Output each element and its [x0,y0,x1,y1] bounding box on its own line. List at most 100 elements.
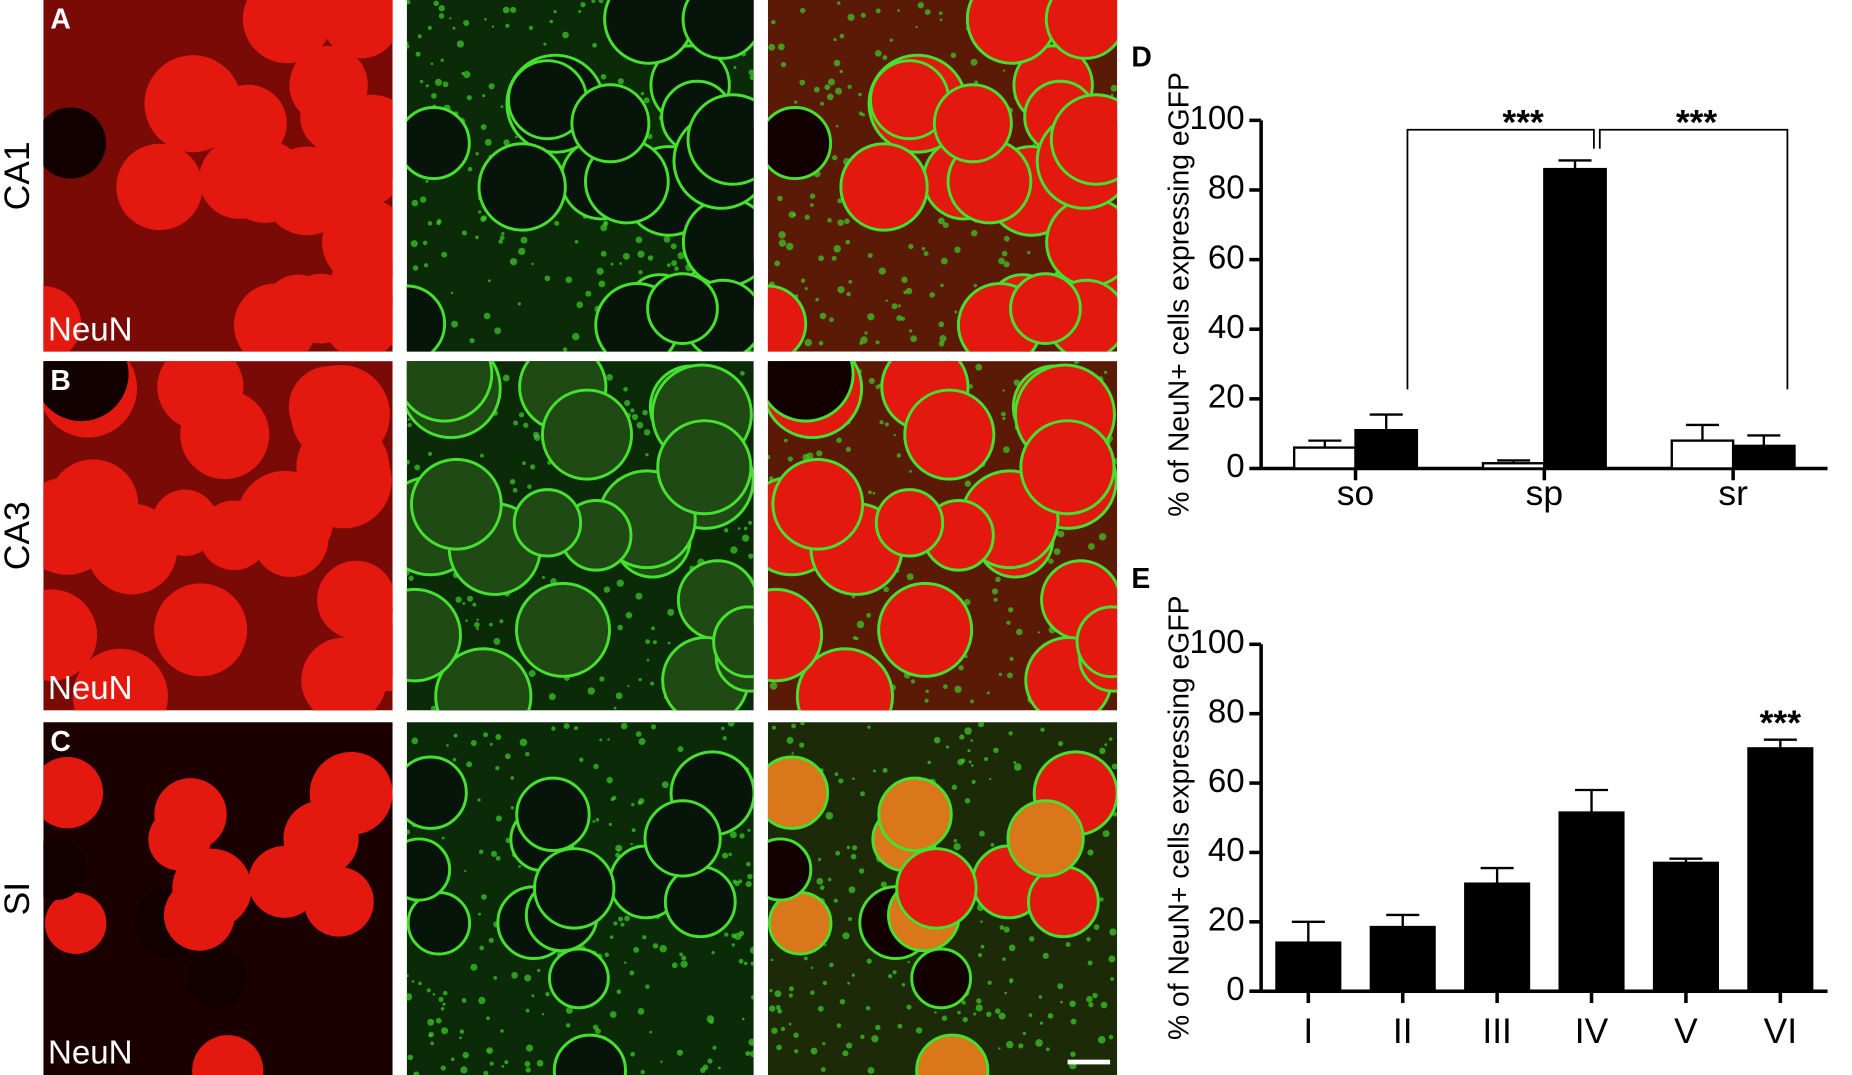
fiber-dot [778,239,787,247]
fiber-dot [822,1041,826,1046]
fiber-dot [721,726,725,731]
cell [767,587,824,683]
fiber-dot [783,438,788,443]
fiber-dot [504,1060,509,1065]
fiber-dot [994,1008,1001,1014]
cell [767,837,813,902]
fiber-dot [486,1016,490,1021]
fiber-dot [794,100,798,104]
fiber-dot [905,287,913,295]
fiber-dot [1006,620,1011,625]
fiber-dot [833,59,841,67]
fiber-dot [406,41,409,45]
fiber-dot [976,998,982,1004]
fiber-dot [554,220,560,226]
fiber-dot [973,283,978,288]
fiber-dot [860,791,865,797]
fiber-dot [631,413,639,421]
fiber-dot [771,19,776,25]
fiber-dot [950,52,957,59]
fiber-dot [901,982,906,987]
fiber-dot [635,731,642,737]
fiber-dot [1028,1013,1033,1017]
fiber-dot [924,698,929,703]
fiber-dot [856,620,865,629]
fiber-dot [998,257,1005,265]
y-tick-label: 80 [1208,170,1245,207]
fiber-dot [998,1012,1006,1020]
fiber-dot [791,752,794,755]
fiber-dot [503,139,510,146]
cell [1045,196,1118,288]
fiber-dot [1086,995,1093,1003]
fiber-dot [456,40,465,48]
fiber-dot [1042,952,1049,959]
fiber-dot [788,1022,792,1026]
fiber-dot [702,1064,709,1071]
fiber-dot [670,243,677,250]
cell [915,1033,990,1075]
fiber-dot [820,101,824,106]
fiber-dot [866,958,872,964]
fiber-dot [1110,84,1118,92]
micrograph [43,0,393,352]
fiber-dot [745,1050,751,1057]
fiber-dot [598,0,604,4]
fiber-dot [837,219,845,226]
fiber-dot [1008,731,1013,736]
fiber-dot [446,744,449,747]
fiber-dot [980,944,985,949]
fiber-dot [620,722,628,730]
fiber-dot [851,973,855,977]
fiber-dot [1086,937,1091,942]
micrograph-content [767,722,1118,1075]
y-tick-label: 0 [1226,448,1244,485]
fiber-dot [953,838,958,843]
fiber-dot [846,1042,853,1049]
fiber-dot [1087,849,1094,856]
fiber-dot [845,446,851,452]
fiber-dot [722,852,729,859]
fiber-dot [825,812,834,820]
micrograph-content [767,0,1118,352]
fiber-dot [488,937,494,943]
fiber-dot [406,570,410,576]
fiber-dot [478,849,484,855]
fiber-dot [970,739,974,742]
fiber-dot [852,777,855,780]
fiber-dot [518,412,525,418]
x-tick-label: II [1393,1011,1413,1051]
fiber-dot [858,92,862,97]
fiber-dot [875,1024,881,1031]
fiber-dot [484,138,492,146]
fiber-dot [431,93,437,99]
fiber-dot [442,81,449,88]
micrograph-content [43,361,393,711]
fiber-dot [872,491,876,495]
significance-label: *** [1502,102,1544,142]
fiber-dot [650,681,655,686]
fiber-dot [748,1038,754,1046]
fiber-dot [802,453,810,461]
cell [303,866,374,937]
cell [771,457,865,551]
fiber-dot [625,611,633,619]
fiber-dot [724,528,729,533]
fiber-dot [954,246,961,253]
fiber-dot [747,828,751,832]
fiber-dot [1053,548,1061,555]
micrograph [767,722,1118,1075]
fiber-dot [1058,741,1064,747]
fiber-dot [893,433,896,437]
fiber-dot [724,932,729,937]
fiber-dot [788,986,794,992]
fiber-dot [406,44,410,49]
fiber-dot [524,974,532,982]
cell [321,0,393,59]
fiber-dot [411,980,415,983]
fiber-dot [859,341,863,345]
fiber-dot [771,725,777,730]
fiber-dot [737,527,741,530]
fiber-dot [609,1011,617,1018]
cell [151,489,219,557]
